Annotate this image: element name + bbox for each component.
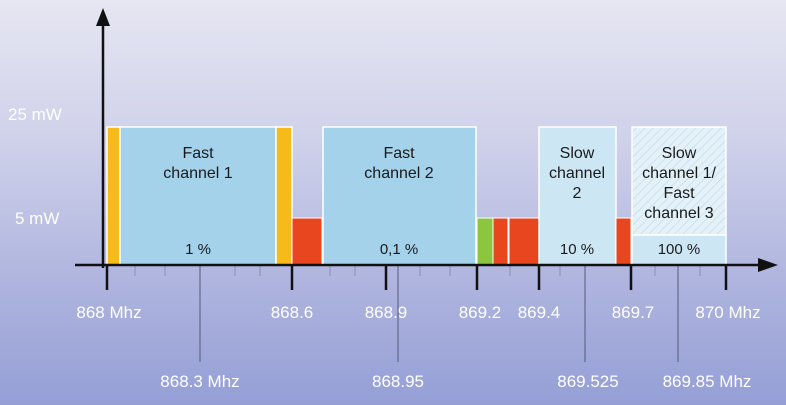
low-power-segment-green (476, 217, 494, 266)
low-power-segment-4 (615, 217, 632, 266)
band3-line2: channel (549, 165, 605, 182)
band3-line3: 2 (573, 185, 582, 202)
minor-ticks (134, 265, 701, 276)
low-power-segment-1 (291, 217, 323, 266)
band3-line1: Slow (560, 145, 595, 162)
tick-868-3: 868.3 Mhz (160, 372, 239, 391)
y-label-5mw: 5 mW (15, 209, 59, 228)
band4-duty: 100 % (658, 241, 701, 258)
tick-869-4: 869.4 (518, 303, 561, 322)
band1-line2: channel 1 (163, 165, 232, 182)
tick-870: 870 Mhz (695, 303, 760, 322)
x-axis-arrow-icon (758, 258, 778, 272)
y-label-25mw: 25 mW (8, 105, 62, 124)
low-power-segment-2 (492, 217, 509, 266)
low-power-segment-3 (508, 217, 540, 266)
tick-869-85: 869.85 Mhz (663, 372, 752, 391)
tick-868: 868 Mhz (76, 303, 141, 322)
major-ticks (105, 265, 728, 290)
y-axis-arrow-icon (96, 8, 110, 26)
tick-869-2: 869.2 (459, 303, 502, 322)
band4-line4: channel 3 (644, 205, 713, 222)
tick-869-7: 869.7 (612, 303, 655, 322)
tick-868-9: 868.9 (365, 303, 408, 322)
band3-duty: 10 % (560, 241, 594, 258)
band-fast-channel-1 (119, 126, 277, 266)
band2-line1: Fast (383, 145, 415, 162)
tick-868-95: 868.95 (372, 372, 424, 391)
band1-left-edge (106, 126, 121, 266)
band1-duty: 1 % (185, 241, 211, 258)
band-slow-channel-1-hatched (631, 126, 727, 236)
band-slow-channel-2 (538, 126, 617, 266)
band4-line3: Fast (663, 185, 695, 202)
band2-duty: 0,1 % (380, 241, 418, 258)
tick-869-525: 869.525 (557, 372, 618, 391)
leader-lines (199, 265, 679, 362)
band1-line1: Fast (182, 145, 214, 162)
band4-line2: channel 1/ (642, 165, 716, 182)
band2-line2: channel 2 (364, 165, 433, 182)
band4-line1: Slow (662, 145, 697, 162)
tick-868-6: 868.6 (271, 303, 314, 322)
band-fast-channel-2 (322, 126, 477, 266)
band1-right-edge (275, 126, 293, 266)
